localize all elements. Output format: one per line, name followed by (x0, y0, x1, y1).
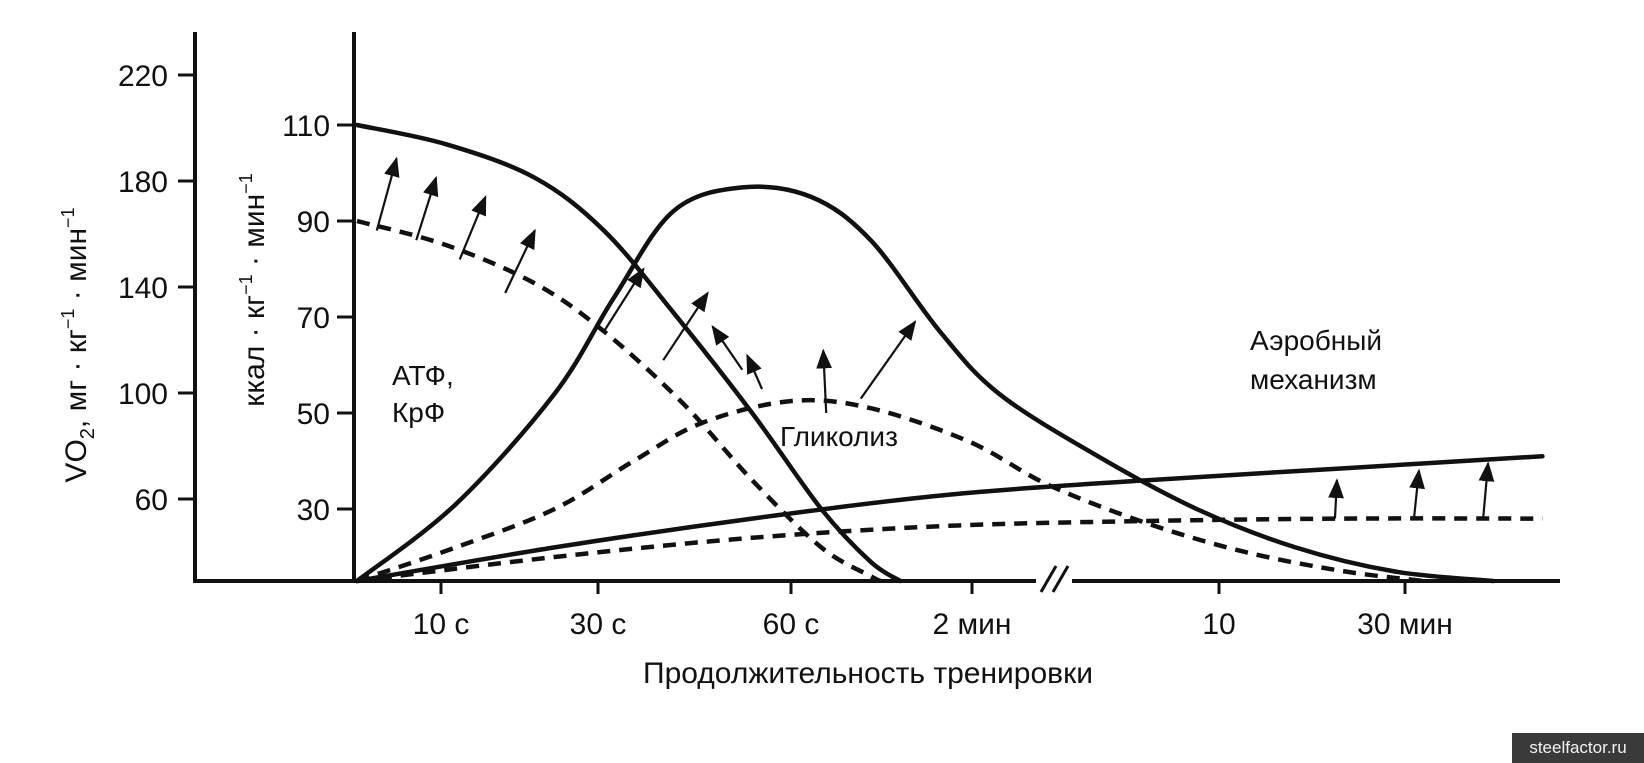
inner-y-tick-label: 90 (297, 206, 330, 239)
atp-label-line2: КрФ (392, 397, 445, 428)
inner-y-title-sup1: −1 (236, 274, 256, 295)
curve-3-dashed (356, 397, 1425, 584)
curve-2-solid (354, 184, 1496, 584)
outer-y-tick-label: 220 (118, 60, 168, 93)
shift-arrows (375, 156, 1495, 519)
outer-y-axis-title: VO2, мг · кг−1 · мин−1 (58, 207, 99, 482)
aerobic-label-line1: Аэробный (1250, 325, 1382, 356)
inner-y-tick-label: 50 (297, 398, 330, 431)
shift-arrow (1328, 478, 1344, 519)
aerobic-label-line2: механизм (1250, 364, 1377, 395)
watermark: steelfactor.ru (1512, 733, 1644, 763)
x-tick-label: 30 с (570, 608, 627, 641)
x-axis-title: Продолжительность тренировки (643, 657, 1093, 690)
x-tick-label: 2 мин (933, 608, 1012, 641)
shift-arrow (603, 267, 645, 332)
x-tick-label: 10 с (413, 608, 470, 641)
outer-y-title-rest2: · мин (60, 228, 93, 309)
shift-arrow (458, 195, 487, 260)
glycolysis-label: Гликолиз (780, 421, 898, 452)
shift-arrow (375, 156, 400, 231)
shift-arrow (816, 348, 833, 414)
shift-arrow (504, 228, 536, 294)
inner-y-tick-label: 110 (282, 110, 330, 143)
shift-arrow (711, 324, 744, 371)
inner-y-title-main: ккал · кг (238, 295, 271, 407)
inner-y-tick-label: 70 (297, 302, 330, 335)
outer-y-tick-label: 180 (118, 166, 168, 199)
curves (354, 122, 1545, 584)
inner-y-title-sup2: −1 (236, 173, 256, 194)
shift-arrow (1409, 468, 1425, 519)
outer-y-tick-labels: 60 100 140 180 220 (118, 60, 195, 517)
x-tick-labels: 10 с 30 с 60 с 2 мин 10 30 мин (413, 581, 1453, 641)
outer-y-title-sup1: −1 (58, 309, 78, 330)
outer-y-tick-label: 60 (135, 484, 168, 517)
x-tick-label: 10 (1202, 608, 1235, 641)
shift-arrow (859, 320, 917, 400)
inner-y-tick-labels: 30 50 70 90 110 (282, 110, 354, 527)
outer-y-title-main: VO (60, 439, 93, 482)
curve-1-dashed (356, 218, 882, 584)
shift-arrow (662, 291, 709, 361)
outer-y-title-sup2: −1 (58, 207, 78, 228)
shift-arrow (1478, 461, 1495, 519)
atp-label-line1: АТФ, (392, 360, 454, 391)
outer-y-title-sub: 2 (77, 428, 99, 439)
x-tick-label: 60 с (763, 608, 820, 641)
shift-arrow (746, 353, 764, 390)
curve-4-solid (354, 453, 1545, 584)
axis-break (1036, 565, 1072, 593)
x-tick-label: 30 мин (1357, 608, 1453, 641)
outer-y-tick-label: 100 (118, 378, 168, 411)
shift-arrow (415, 175, 439, 241)
curve-5-dashed (356, 516, 1543, 584)
outer-y-title-rest: , мг · кг (60, 329, 93, 428)
curve-0-solid (354, 122, 903, 584)
inner-y-title-rest: · мин (238, 194, 271, 275)
inner-y-axis-title: ккал · кг−1 · мин−1 (236, 173, 271, 407)
outer-y-tick-label: 140 (118, 272, 168, 305)
inner-y-tick-label: 30 (297, 494, 330, 527)
